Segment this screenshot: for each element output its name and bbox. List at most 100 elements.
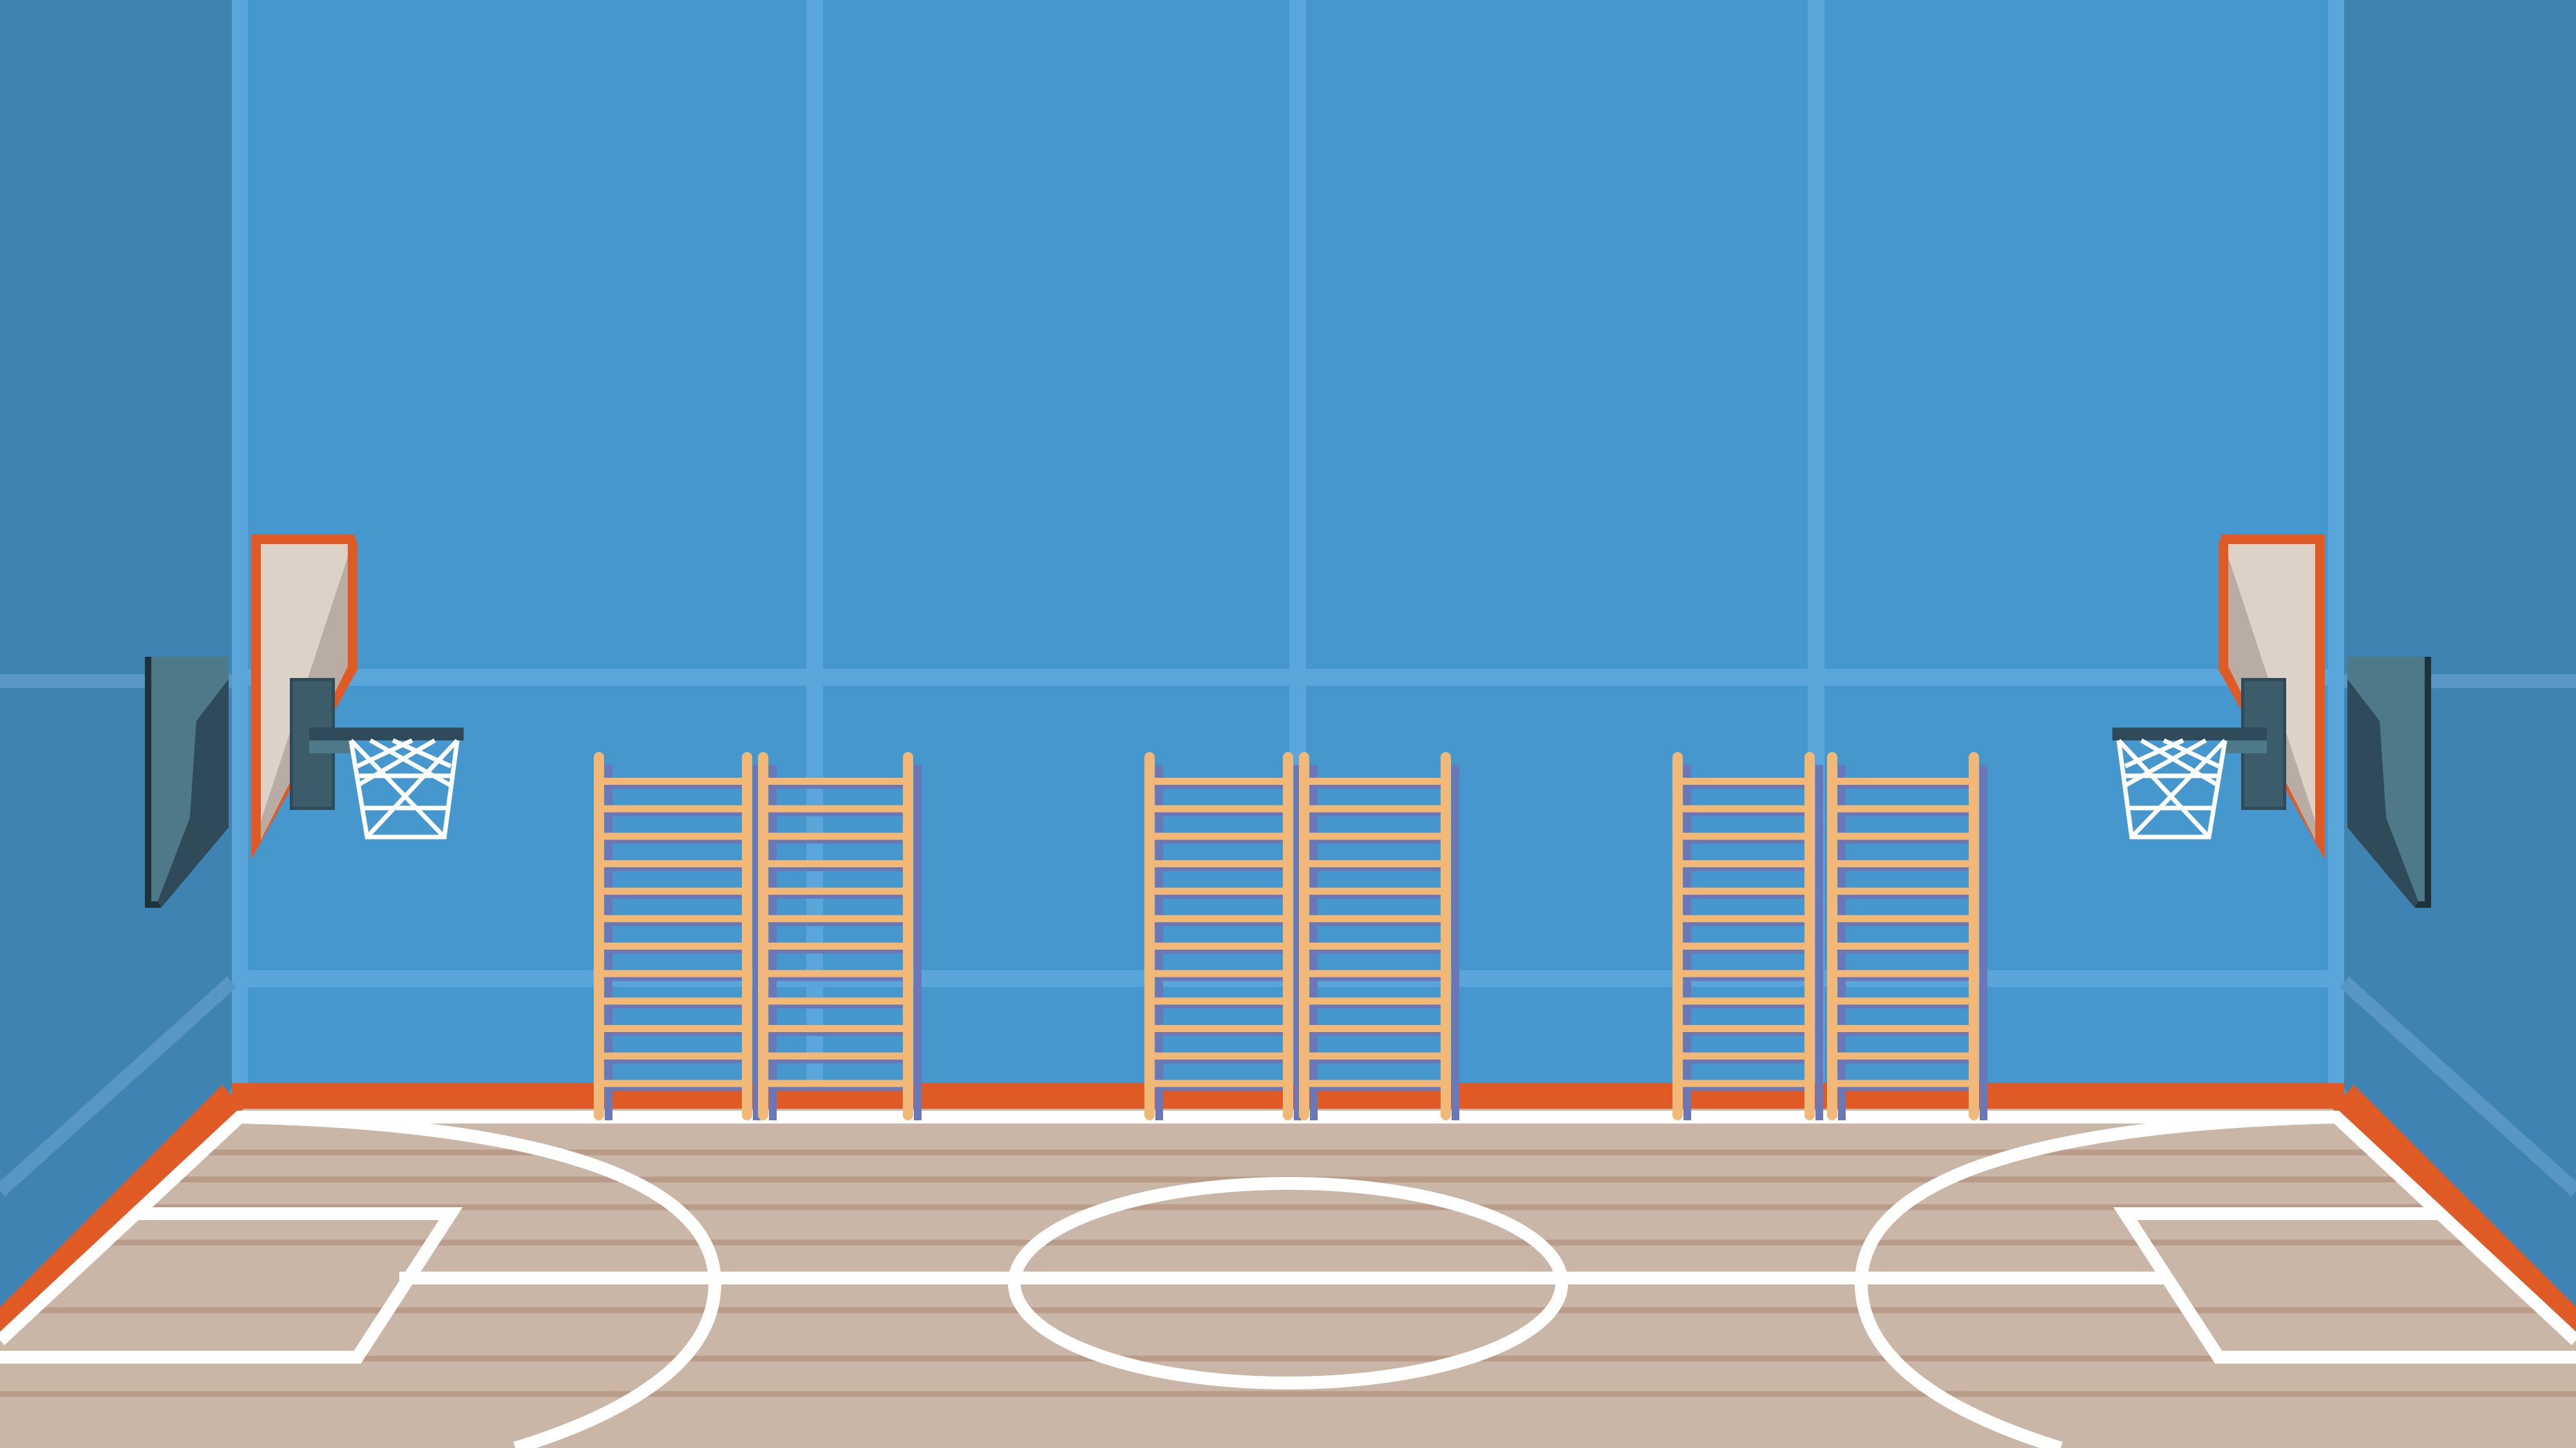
ladder-rung [1304, 887, 1446, 895]
wall-bar-ladder-left-1 [594, 752, 761, 1120]
rung-shadow [599, 948, 747, 954]
rail-shadow [1815, 765, 1823, 1120]
rung-shadow [1304, 866, 1446, 871]
ladder-rung [763, 860, 908, 867]
rung-shadow [599, 811, 747, 816]
ladder-rail [1144, 752, 1155, 1120]
ladder-rung [1832, 778, 1974, 785]
rung-shadow [599, 921, 747, 926]
rung-shadow [1150, 784, 1288, 789]
rung-shadow [1150, 1031, 1288, 1036]
ladder-rung [1150, 1025, 1288, 1032]
rung-shadow [1304, 1058, 1446, 1064]
left-net-icon [348, 738, 460, 840]
ladder-rung [1832, 805, 1974, 813]
right-key [2113, 1207, 2576, 1364]
ladder-rail [903, 752, 913, 1120]
ladder-rung [1678, 1080, 1810, 1087]
ladder-rung [599, 1025, 747, 1032]
ladder-rung [1832, 997, 1974, 1005]
ladder-rung [599, 860, 747, 867]
ladder-rung [763, 1080, 908, 1087]
ladder-rung [1150, 778, 1288, 785]
ladder-rail [1672, 752, 1683, 1120]
ladder-rung [1150, 915, 1288, 923]
ladder-rung [1678, 805, 1810, 813]
rung-shadow [1150, 893, 1288, 899]
rung-shadow [763, 1086, 908, 1091]
left-key [0, 1207, 463, 1364]
ladder-rung [1304, 943, 1446, 950]
rung-shadow [1150, 1086, 1288, 1091]
ladder-rung [1150, 832, 1288, 840]
ladder-rung [1678, 1025, 1810, 1032]
ladder-rung [1678, 970, 1810, 977]
ladder-rail [1299, 752, 1309, 1120]
right-net-icon [2116, 738, 2228, 840]
rung-shadow [1304, 811, 1446, 816]
ladder-rung [1678, 860, 1810, 867]
ladder-rung [1678, 997, 1810, 1005]
ladder-rung [1304, 915, 1446, 923]
rung-shadow [763, 893, 908, 899]
ladder-rung [763, 915, 908, 923]
ladder-rung [1304, 778, 1446, 785]
rung-shadow [1150, 1058, 1288, 1064]
rung-shadow [599, 1031, 747, 1036]
rung-shadow [763, 866, 908, 871]
rung-shadow [1832, 866, 1974, 871]
ladder-rung [1678, 943, 1810, 950]
ladder-rung [1832, 915, 1974, 923]
ladder-rung [599, 970, 747, 977]
rung-shadow [763, 1003, 908, 1009]
ladder-rung [1304, 1080, 1446, 1087]
rung-shadow [599, 1086, 747, 1091]
wall-bar-ladder-right-2 [1827, 752, 1987, 1120]
ladder-rung [1150, 997, 1288, 1005]
ladder-rung [1304, 997, 1446, 1005]
ladder-rail [594, 752, 604, 1120]
rung-shadow [1678, 975, 1810, 981]
ladder-rung [599, 915, 747, 923]
ladder-rung [1832, 887, 1974, 895]
ladder-rung [599, 1080, 747, 1087]
rung-shadow [599, 975, 747, 981]
rung-shadow [599, 784, 747, 789]
rung-shadow [599, 893, 747, 899]
rung-shadow [1832, 893, 1974, 899]
rung-shadow [1678, 838, 1810, 844]
ladder-rung [599, 832, 747, 840]
ladder-rail [1283, 752, 1293, 1120]
rail-shadow [914, 765, 922, 1120]
rung-shadow [763, 838, 908, 844]
rung-shadow [1304, 1031, 1446, 1036]
ladder-rung [1832, 1052, 1974, 1060]
rung-shadow [763, 948, 908, 954]
left-side-wall [0, 0, 232, 1313]
ladder-rung [1304, 805, 1446, 813]
ladder-rung [599, 805, 747, 813]
rung-shadow [1678, 948, 1810, 954]
ladder-rung [1832, 1025, 1974, 1032]
rung-shadow [1832, 948, 1974, 954]
rung-shadow [1832, 1003, 1974, 1009]
left-three-point-arc [239, 1111, 722, 1448]
rung-shadow [1678, 1003, 1810, 1009]
ladder-rung [1150, 887, 1288, 895]
right-hoop-wall-bracket [2347, 657, 2431, 908]
rung-shadow [1678, 866, 1810, 871]
ladder-rung [1832, 1080, 1974, 1087]
ladder-rail [1969, 752, 1979, 1120]
rung-shadow [1150, 948, 1288, 954]
ladder-rung [763, 970, 908, 977]
left-hoop-wall-bracket [145, 657, 229, 908]
rung-shadow [1832, 811, 1974, 816]
ladder-rung [763, 997, 908, 1005]
ladder-rail [1804, 752, 1815, 1120]
wall-bar-ladder-right-1 [1672, 752, 1823, 1120]
ladder-rung [763, 832, 908, 840]
ladder-rung [1304, 860, 1446, 867]
rung-shadow [1304, 975, 1446, 981]
